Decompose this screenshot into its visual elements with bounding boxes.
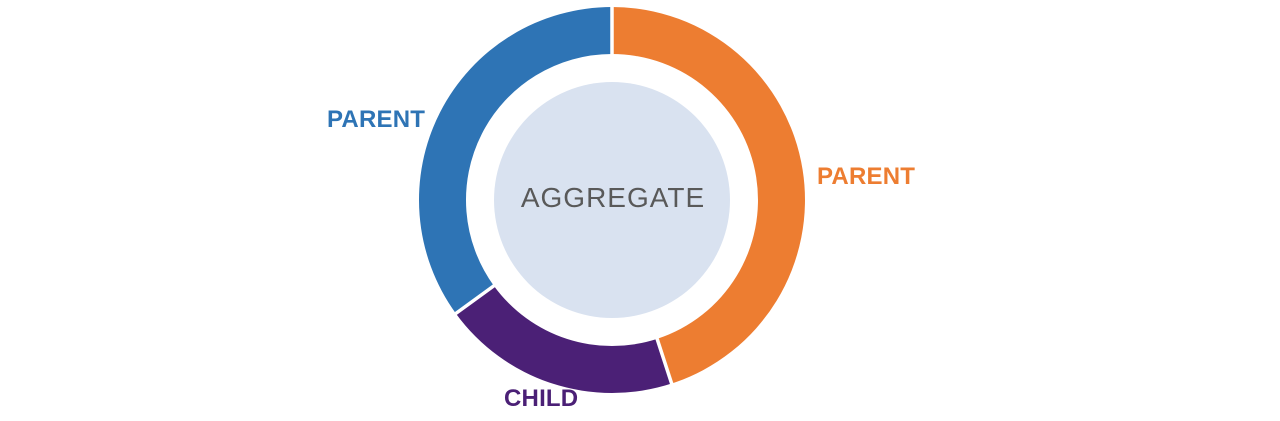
aggregate-circle (494, 82, 730, 318)
label-parent-orange: PARENT (817, 163, 916, 190)
donut-slice-child-1 (455, 285, 672, 393)
donut-slice-parent-0 (612, 7, 805, 384)
center-label-aggregate: AGGREGATE (520, 182, 706, 213)
donut-slice-parent-2 (419, 7, 612, 314)
label-parent-blue: PARENT (327, 106, 426, 133)
label-child: CHILD (504, 385, 579, 412)
slice-separator (654, 336, 674, 387)
slice-separator (453, 283, 497, 317)
